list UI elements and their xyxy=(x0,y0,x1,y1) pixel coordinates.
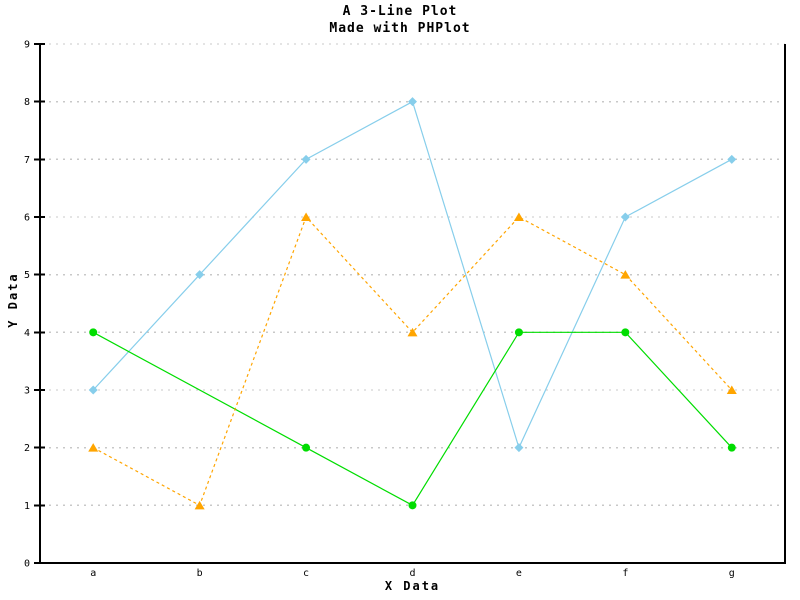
y-tick-label: 4 xyxy=(24,328,30,339)
series-3-marker-triangle xyxy=(301,212,312,221)
series-1-marker-diamond xyxy=(408,97,417,107)
series-3-marker-triangle xyxy=(407,327,418,337)
series-1-marker-diamond xyxy=(727,154,737,164)
y-tick-label: 0 xyxy=(24,559,30,570)
y-tick-label: 6 xyxy=(24,213,30,224)
x-tick-label: g xyxy=(729,568,735,579)
y-tick-label: 2 xyxy=(24,443,30,454)
series-1-marker-diamond xyxy=(88,385,98,395)
series-2-line xyxy=(92,331,733,507)
x-tick-label: f xyxy=(622,568,628,579)
series-1-marker-diamond xyxy=(620,212,630,222)
y-tick-label: 8 xyxy=(24,97,30,108)
series-2-marker-circle xyxy=(408,501,417,510)
series-3-marker-triangle xyxy=(513,212,524,221)
series-2-marker-circle xyxy=(514,328,523,337)
series-3-marker-triangle xyxy=(726,385,737,394)
y-tick-label: 3 xyxy=(24,386,30,397)
series-3-marker-triangle xyxy=(88,443,99,452)
chart-subtitle: Made with PHPlot xyxy=(329,21,471,36)
series-2-marker-circle xyxy=(621,328,630,337)
chart-title: A 3-Line Plot xyxy=(342,4,458,19)
series-3-line xyxy=(92,215,733,507)
y-tick-label: 9 xyxy=(24,40,30,51)
x-tick-label: d xyxy=(409,568,415,579)
series-1-marker-diamond xyxy=(514,443,524,453)
series-2-marker-circle xyxy=(302,443,311,452)
x-tick-label: e xyxy=(516,568,522,579)
x-axis-label: X Data xyxy=(384,579,441,593)
series-3-marker-triangle xyxy=(620,270,631,279)
y-tick-label: 1 xyxy=(24,501,30,512)
x-tick-label: a xyxy=(90,568,96,579)
series-2-marker-circle xyxy=(727,443,736,452)
y-tick-label: 5 xyxy=(24,270,30,281)
series-3-marker-triangle xyxy=(194,500,205,510)
series-1-marker-diamond xyxy=(195,270,205,280)
x-tick-label: c xyxy=(303,568,309,579)
x-tick-label: b xyxy=(197,568,203,579)
y-tick-label: 7 xyxy=(24,155,30,166)
series-2-marker-circle xyxy=(89,328,98,337)
series-1-marker-diamond xyxy=(301,154,311,164)
